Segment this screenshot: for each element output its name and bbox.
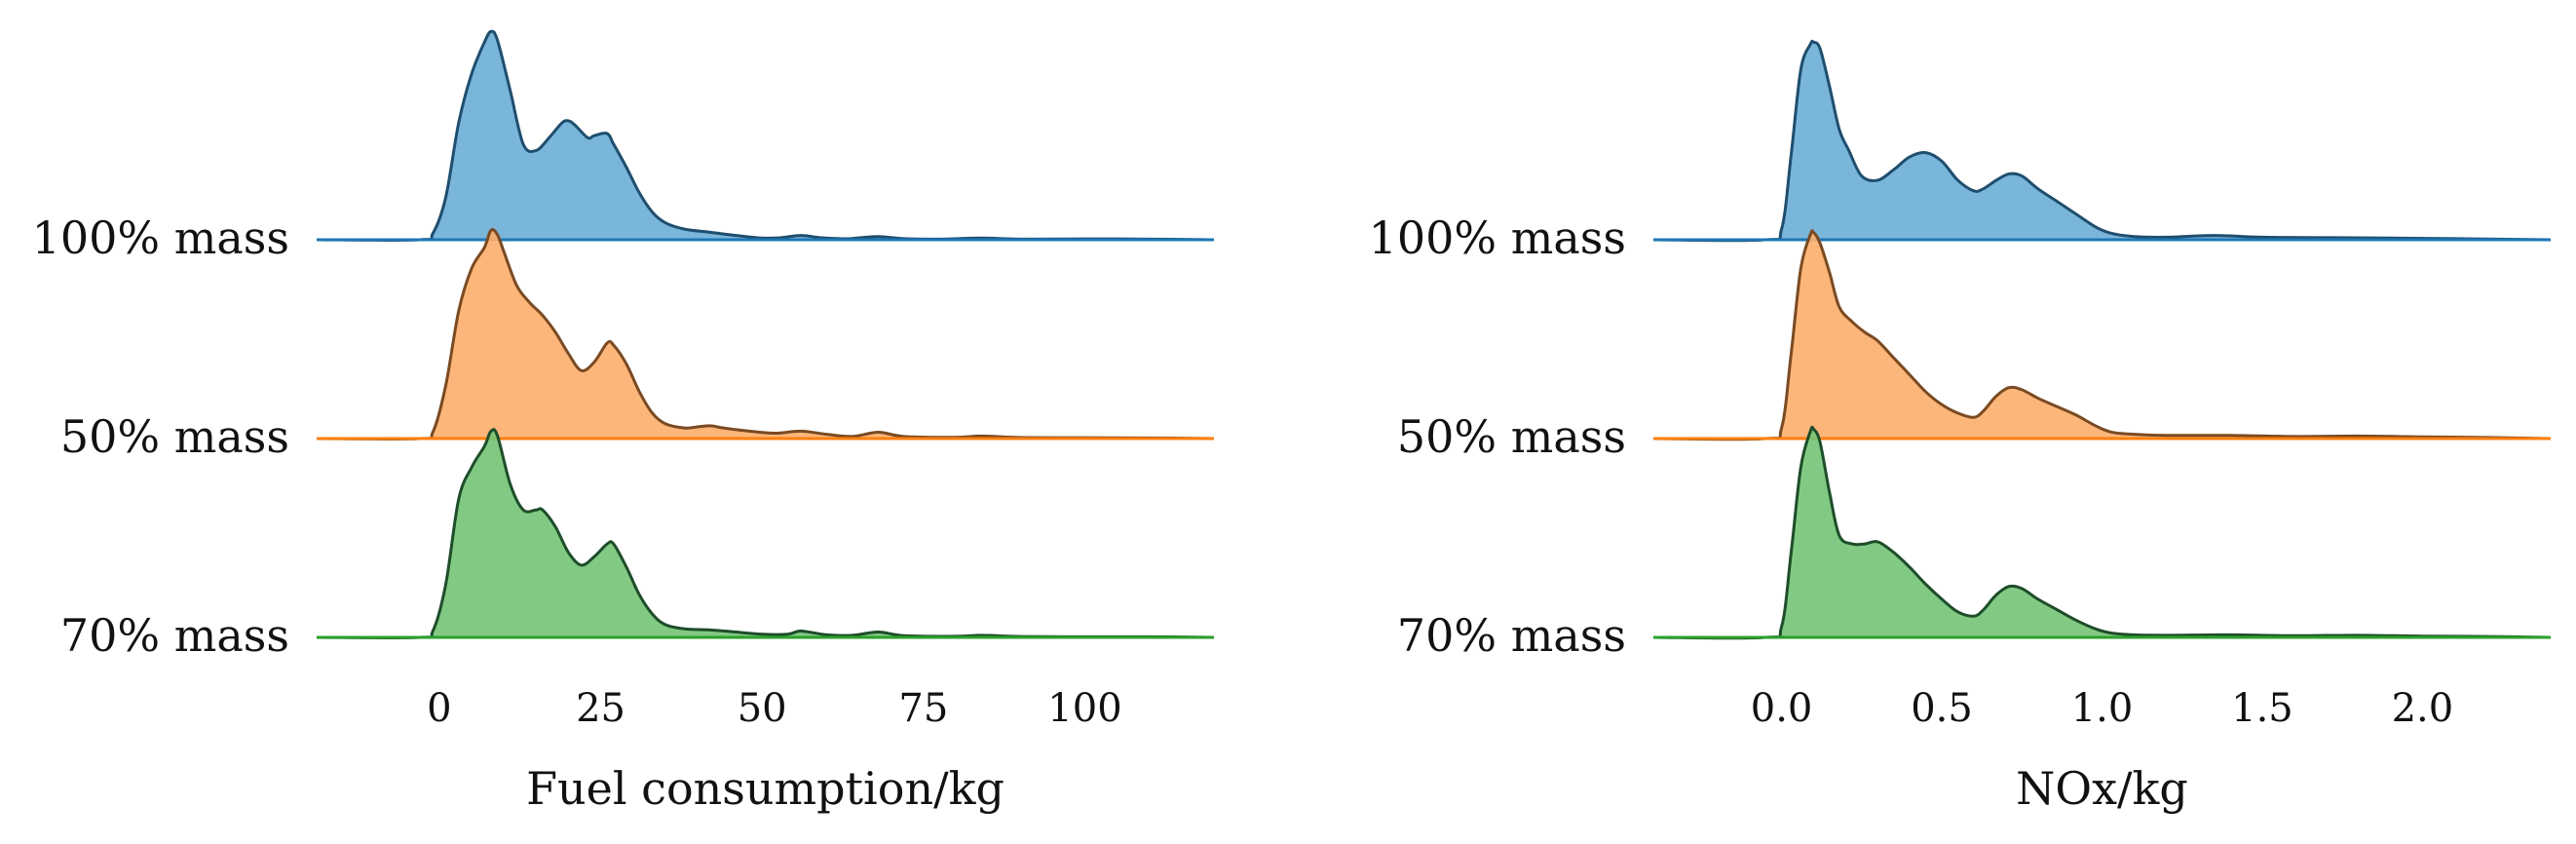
ridge-outline-fuel-2	[316, 228, 1215, 441]
ridge-area-fuel-3	[317, 429, 1214, 638]
x-axis-label-fuel: Fuel consumption/kg	[526, 762, 1004, 815]
ridge-nox-3: 70% mass	[1397, 425, 2552, 662]
row-label-fuel-2: 50% mass	[60, 410, 289, 463]
x-tick-label-fuel-1: 25	[576, 686, 625, 731]
ridge-outline-fuel-3	[316, 428, 1215, 639]
ridge-fuel-1: 100% mass	[32, 29, 1215, 264]
row-label-fuel-3: 70% mass	[60, 609, 289, 662]
x-tick-label-nox-2: 1.0	[2071, 686, 2134, 731]
x-tick-label-nox-0: 0.0	[1751, 686, 1813, 731]
x-tick-label-nox-1: 0.5	[1911, 686, 1973, 731]
ridge-area-nox-2	[1653, 230, 2551, 440]
x-tick-label-fuel-3: 75	[898, 686, 948, 731]
ridge-outline-nox-1	[1652, 39, 2552, 243]
row-label-nox-2: 50% mass	[1397, 410, 1626, 463]
ridge-fuel-3: 70% mass	[60, 428, 1215, 662]
ridge-nox-1: 100% mass	[1369, 39, 2552, 264]
x-tick-label-fuel-0: 0	[427, 686, 451, 731]
ridge-area-nox-1	[1653, 41, 2551, 241]
x-tick-label-fuel-2: 50	[738, 686, 787, 731]
ridge-nox-2: 50% mass	[1397, 229, 2552, 463]
x-tick-label-nox-4: 2.0	[2392, 686, 2454, 731]
ridge-outline-fuel-1	[316, 29, 1215, 242]
ridge-area-fuel-1	[317, 31, 1214, 241]
row-label-fuel-1: 100% mass	[32, 211, 289, 264]
ridge-outline-nox-2	[1652, 229, 2552, 441]
x-tick-label-nox-3: 1.5	[2231, 686, 2293, 731]
nox-panel: 100% mass 50% mass 70% mass 0.0 0.5 1.0 1.5 2.0…	[1369, 39, 2552, 815]
x-tick-label-fuel-4: 100	[1047, 686, 1121, 731]
ridge-area-fuel-2	[317, 229, 1214, 440]
row-label-nox-3: 70% mass	[1397, 609, 1626, 662]
ridge-area-nox-3	[1653, 427, 2551, 638]
ridge-outline-nox-3	[1652, 425, 2552, 640]
row-label-nox-1: 100% mass	[1369, 211, 1626, 264]
fuel-consumption-panel: 100% mass 50% mass 70% mass 0 25 50 75 100 Fuel …	[32, 29, 1215, 815]
ridge-fuel-2: 50% mass	[60, 228, 1215, 463]
x-axis-label-nox: NOx/kg	[2016, 762, 2188, 815]
